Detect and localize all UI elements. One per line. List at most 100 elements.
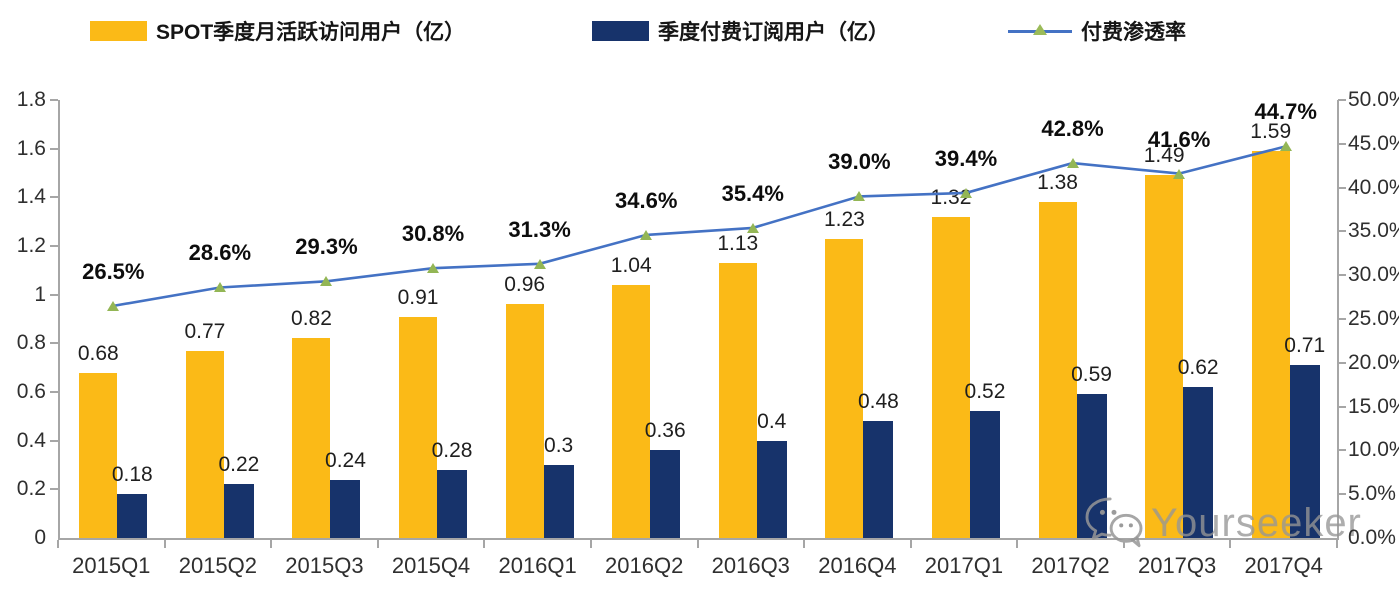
right-axis-tick — [1338, 186, 1346, 189]
left-axis-tick — [50, 439, 58, 442]
left-axis-tick-label: 1.6 — [16, 136, 46, 160]
penetration-value-label: 34.6% — [615, 187, 678, 213]
penetration-marker-icon — [746, 222, 759, 233]
x-axis-tick — [696, 540, 699, 548]
penetration-marker-icon — [213, 282, 226, 293]
penetration-value-label: 41.6% — [1147, 126, 1211, 152]
x-axis-tick — [163, 540, 166, 548]
mau-legend-label: SPOT季度月活跃访问用户（亿） — [156, 21, 466, 44]
penetration-value-label: 30.8% — [401, 221, 465, 247]
penetration-marker-icon — [1173, 168, 1186, 179]
penetration-value-label: 44.7% — [1254, 99, 1317, 125]
x-axis-tick — [589, 540, 592, 548]
left-axis-tick-label: 0.2 — [16, 477, 46, 501]
left-axis-tick — [50, 196, 58, 199]
x-axis-tick — [803, 540, 806, 548]
x-axis-category-label: 2015Q2 — [178, 553, 258, 578]
legend-item-subs: 季度付费订阅用户（亿） — [592, 17, 889, 45]
left-axis-tick-label: 1 — [34, 282, 46, 306]
x-axis-category-label: 2016Q2 — [605, 553, 684, 578]
left-axis-tick — [50, 147, 58, 150]
right-axis-tick — [1338, 405, 1346, 408]
subscribers-value-label: 0.22 — [218, 453, 260, 477]
penetration-line — [113, 145, 1287, 308]
plot-area: 0.68 0.18 0.77 0.22 0.82 0.24 0.91 0.28 0.96 0.3 1… — [58, 99, 1339, 540]
subscribers-value-label: 0.59 — [1071, 363, 1112, 387]
subscribers-bar — [756, 440, 787, 538]
mau-value-label: 1.59 — [1250, 120, 1292, 144]
x-axis-category-label: 2015Q4 — [391, 553, 471, 578]
penetration-value-label: 39.0% — [828, 149, 891, 175]
penetration-value-label: 35.4% — [721, 180, 784, 206]
right-axis-tick-label: 15.0% — [1348, 394, 1399, 418]
mau-bar — [505, 304, 544, 538]
mau-bar — [825, 238, 864, 538]
mau-value-label: 0.77 — [184, 319, 226, 343]
x-axis-tick — [376, 540, 379, 548]
x-axis-tick — [909, 540, 912, 548]
mau-bar — [718, 263, 757, 538]
left-axis-tick-label: 1.2 — [16, 234, 46, 257]
x-axis-tick — [1336, 540, 1338, 548]
penetration-value-label: 42.8% — [1041, 116, 1104, 142]
right-axis-tick-label: 35.0% — [1348, 219, 1399, 243]
subscribers-value-label: 0.3 — [544, 434, 574, 457]
mau-value-label: 1.38 — [1037, 171, 1078, 195]
left-axis-tick — [50, 342, 58, 345]
mau-bar — [1251, 151, 1290, 538]
subscribers-value-label: 0.24 — [325, 448, 366, 472]
left-axis-tick-label: 0 — [34, 526, 46, 549]
subscribers-value-label: 0.4 — [757, 409, 787, 433]
right-axis-tick — [1338, 493, 1346, 496]
left-axis-tick — [50, 488, 58, 491]
x-axis-tick — [1016, 540, 1019, 548]
subscribers-value-label: 0.52 — [964, 380, 1006, 404]
subscribers-bar — [969, 411, 1000, 538]
mau-value-label: 1.04 — [610, 253, 652, 277]
penetration-marker-icon — [640, 229, 653, 240]
left-axis-tick-label: 1.4 — [16, 185, 46, 209]
x-axis-category-label: 2016Q1 — [498, 553, 577, 578]
penetration-value-label: 31.3% — [508, 216, 571, 242]
right-axis-tick-label: 10.0% — [1348, 438, 1399, 462]
penetration-marker-icon — [853, 191, 866, 202]
left-axis-tick — [50, 245, 58, 247]
right-axis-tick — [1338, 142, 1346, 145]
x-axis-category-label: 2017Q2 — [1031, 553, 1110, 578]
mau-bar — [1145, 175, 1184, 538]
penetration-value-label: 26.5% — [82, 258, 145, 284]
wechat-icon — [1085, 497, 1143, 548]
left-axis-tick — [50, 391, 58, 393]
subscribers-bar — [437, 469, 468, 538]
x-axis-category-label: 2015Q1 — [72, 553, 151, 578]
right-axis-tick-label: 20.0% — [1348, 350, 1399, 374]
mau-bar — [292, 338, 331, 538]
legend-triangle-icon — [1033, 24, 1047, 35]
x-axis-tick — [483, 540, 486, 548]
subscribers-value-label: 0.28 — [431, 438, 473, 462]
legend-item-mau: SPOT季度月活跃访问用户（亿） — [90, 17, 465, 45]
left-axis-tick-label: 1.8 — [16, 88, 46, 111]
x-axis-category-label: 2016Q4 — [818, 553, 897, 578]
right-axis-tick — [1338, 361, 1346, 364]
mau-bar — [185, 350, 224, 538]
right-axis-tick-label: 5.0% — [1348, 482, 1396, 506]
subscribers-bar — [1183, 387, 1214, 538]
subscribers-value-label: 0.71 — [1284, 334, 1326, 358]
x-axis-category-label: 2017Q4 — [1244, 553, 1323, 578]
penetration-marker-icon — [1279, 141, 1292, 152]
x-axis-category-label: 2015Q3 — [285, 553, 364, 578]
mau-legend-swatch — [90, 21, 147, 41]
right-axis-tick-label: 50.0% — [1348, 88, 1399, 111]
mau-bar — [931, 216, 970, 538]
right-axis-tick — [1338, 274, 1346, 277]
penetration-value-label: 39.4% — [934, 145, 998, 171]
subscribers-bar — [117, 494, 148, 538]
x-axis-category-label: 2016Q3 — [711, 553, 790, 578]
penetration-marker-icon — [427, 263, 440, 274]
x-axis-category-label: 2017Q1 — [924, 553, 1004, 578]
mau-bar — [399, 316, 438, 538]
subscribers-value-label: 0.18 — [111, 463, 153, 487]
right-axis-tick-label: 30.0% — [1348, 263, 1399, 287]
